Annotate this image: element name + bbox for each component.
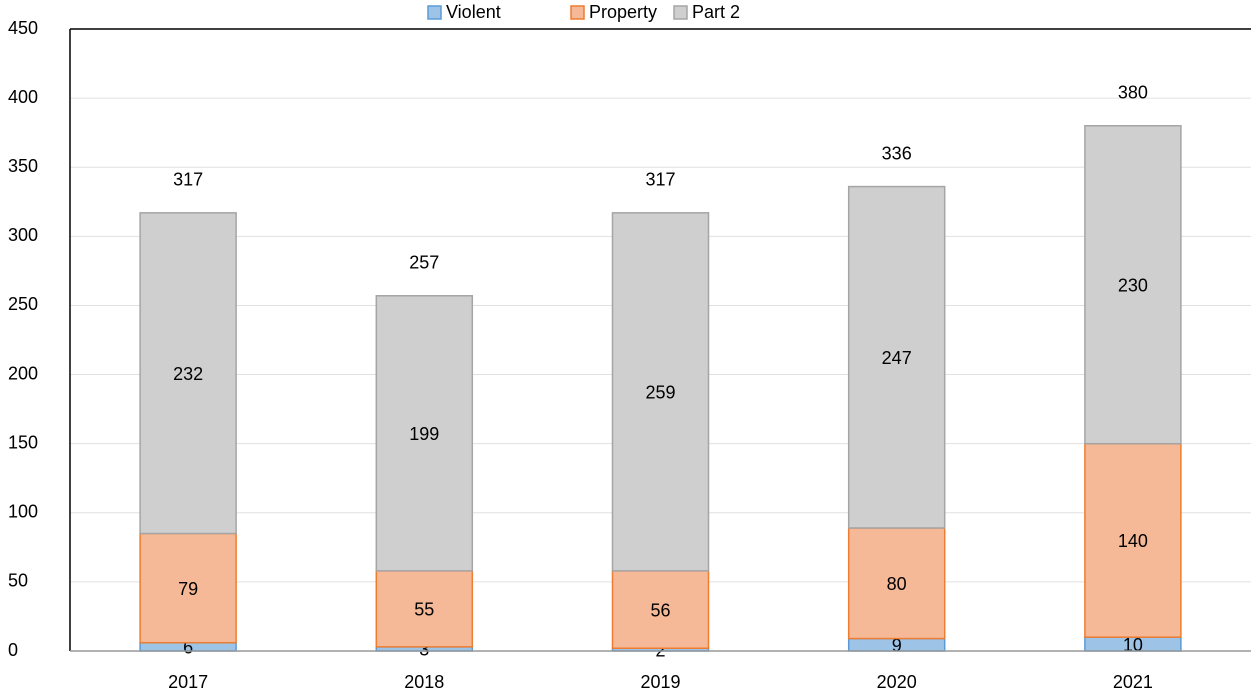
legend-swatch xyxy=(673,5,688,20)
bar-segment xyxy=(375,295,474,572)
data-label: 6 xyxy=(183,638,193,658)
data-label: 79 xyxy=(178,579,198,599)
data-label: 3 xyxy=(419,640,429,660)
y-tick-label: 100 xyxy=(8,502,38,522)
legend-swatch xyxy=(570,5,585,20)
bar-segment xyxy=(1084,442,1182,638)
total-label: 336 xyxy=(882,143,912,163)
bar-segment xyxy=(139,212,237,535)
y-tick-label: 250 xyxy=(8,294,38,314)
y-tick-label: 450 xyxy=(8,18,38,38)
bar-segment xyxy=(611,212,710,572)
data-label: 80 xyxy=(887,574,907,594)
y-tick-label: 300 xyxy=(8,225,38,245)
total-label: 257 xyxy=(409,253,439,273)
bar-segment xyxy=(847,527,946,640)
total-label: 380 xyxy=(1118,83,1148,103)
bar-segment xyxy=(611,570,710,649)
bar-segment xyxy=(1084,125,1182,445)
bar-segment xyxy=(139,532,237,644)
data-label: 259 xyxy=(645,383,675,403)
x-tick-label: 2017 xyxy=(168,672,208,692)
data-label: 140 xyxy=(1118,531,1148,551)
data-label: 55 xyxy=(414,600,434,620)
total-label: 317 xyxy=(645,170,675,190)
data-label: 247 xyxy=(882,348,912,368)
data-label: 10 xyxy=(1123,635,1143,655)
legend-label: Violent xyxy=(446,2,501,22)
bar-segment xyxy=(375,570,474,648)
x-tick-label: 2018 xyxy=(404,672,444,692)
x-tick-label: 2019 xyxy=(640,672,680,692)
y-tick-label: 400 xyxy=(8,87,38,107)
legend-swatch xyxy=(427,5,442,20)
x-tick-label: 2020 xyxy=(877,672,917,692)
y-tick-label: 200 xyxy=(8,363,38,383)
x-tick-label: 2021 xyxy=(1113,672,1153,692)
data-label: 56 xyxy=(650,600,670,620)
legend-label: Part 2 xyxy=(692,2,740,22)
data-label: 232 xyxy=(173,364,203,384)
y-tick-label: 150 xyxy=(8,432,38,452)
data-label: 9 xyxy=(892,636,902,656)
data-label: 230 xyxy=(1118,275,1148,295)
y-tick-label: 350 xyxy=(8,156,38,176)
total-label: 317 xyxy=(173,170,203,190)
y-tick-label: 50 xyxy=(8,571,28,591)
legend-label: Property xyxy=(589,2,657,22)
data-label: 199 xyxy=(409,424,439,444)
bar-segment xyxy=(847,185,946,529)
y-tick-label: 0 xyxy=(8,640,18,660)
